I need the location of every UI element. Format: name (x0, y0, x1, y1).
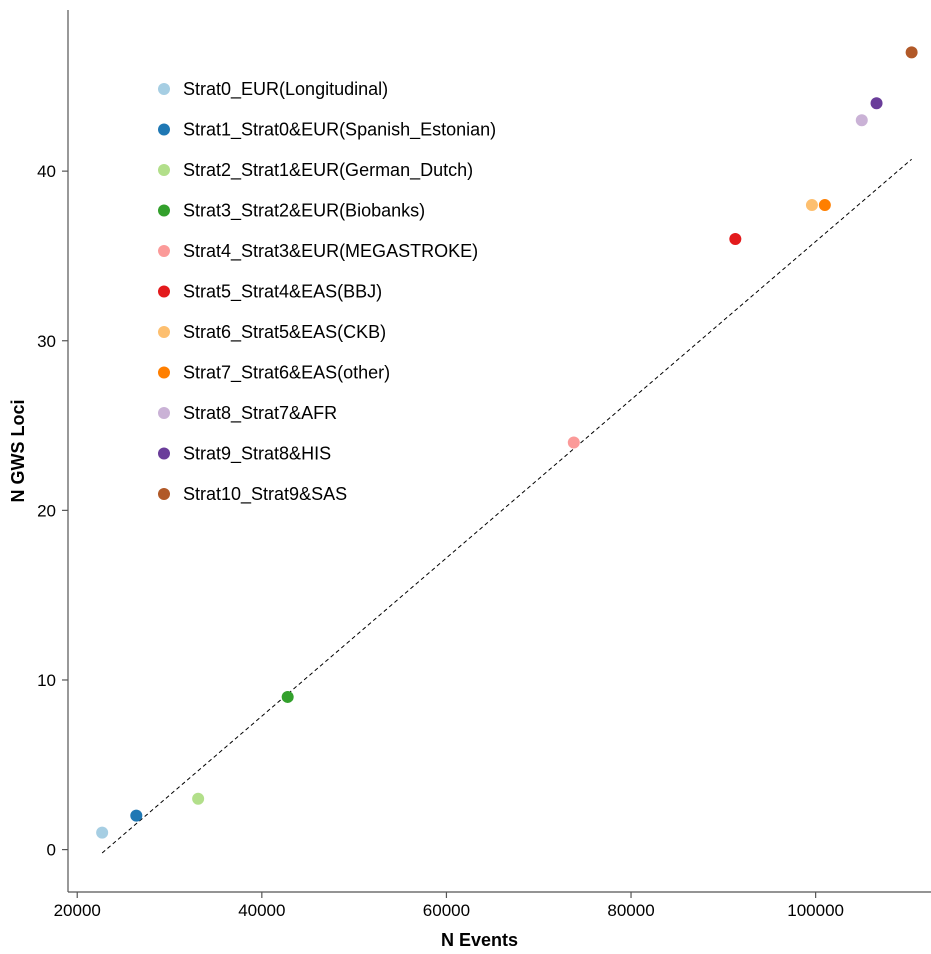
data-point-8 (855, 114, 868, 127)
legend-label: Strat6_Strat5&EAS(CKB) (183, 322, 386, 343)
data-point-4 (567, 436, 580, 449)
y-tick-label: 20 (37, 501, 56, 520)
legend-marker (158, 326, 170, 338)
data-point-5 (729, 232, 742, 245)
data-point-3 (281, 690, 294, 703)
legend-label: Strat4_Strat3&EUR(MEGASTROKE) (183, 241, 478, 262)
legend-marker (158, 123, 170, 136)
x-tick-label: 100000 (787, 901, 844, 920)
legend-label: Strat1_Strat0&EUR(Spanish_Estonian) (183, 120, 496, 141)
data-point-7 (818, 199, 831, 212)
y-tick-label: 0 (47, 841, 56, 860)
legend-label: Strat2_Strat1&EUR(German_Dutch) (183, 160, 473, 181)
data-points (96, 46, 918, 839)
data-point-6 (805, 199, 818, 212)
legend-marker (158, 366, 170, 379)
x-tick-label: 20000 (54, 901, 101, 920)
y-axis-ticks: 0 10 20 30 40 (37, 162, 68, 860)
data-point-10 (905, 46, 918, 59)
legend-marker (158, 407, 170, 419)
legend-marker (158, 164, 170, 176)
x-tick-label: 60000 (423, 901, 470, 920)
legend-marker (158, 204, 170, 217)
legend-marker (158, 285, 170, 298)
legend-label: Strat9_Strat8&HIS (183, 444, 331, 465)
legend-marker (158, 83, 170, 95)
x-tick-label: 40000 (238, 901, 285, 920)
legend-marker (158, 447, 170, 460)
data-point-9 (870, 97, 883, 110)
legend: Strat0_EUR(Longitudinal) Strat1_Strat0&EU… (158, 79, 496, 505)
reference-line (101, 158, 912, 854)
legend-label: Strat0_EUR(Longitudinal) (183, 79, 388, 100)
x-axis-title: N Events (441, 930, 518, 950)
y-tick-label: 10 (37, 671, 56, 690)
legend-marker (158, 488, 170, 500)
legend-label: Strat3_Strat2&EUR(Biobanks) (183, 201, 425, 222)
data-point-0 (96, 826, 109, 839)
legend-marker (158, 245, 170, 257)
y-tick-label: 40 (37, 162, 56, 181)
y-tick-label: 30 (37, 332, 56, 351)
legend-label: Strat5_Strat4&EAS(BBJ) (183, 282, 382, 303)
axes (67, 10, 931, 893)
x-tick-label: 80000 (607, 901, 654, 920)
legend-label: Strat7_Strat6&EAS(other) (183, 363, 390, 384)
data-point-2 (192, 792, 205, 805)
legend-label: Strat8_Strat7&AFR (183, 403, 337, 424)
legend-label: Strat10_Strat9&SAS (183, 484, 347, 505)
data-point-1 (130, 809, 143, 822)
y-axis-title: N GWS Loci (8, 400, 28, 503)
x-axis-ticks: 20000 40000 60000 80000 100000 (54, 892, 844, 920)
